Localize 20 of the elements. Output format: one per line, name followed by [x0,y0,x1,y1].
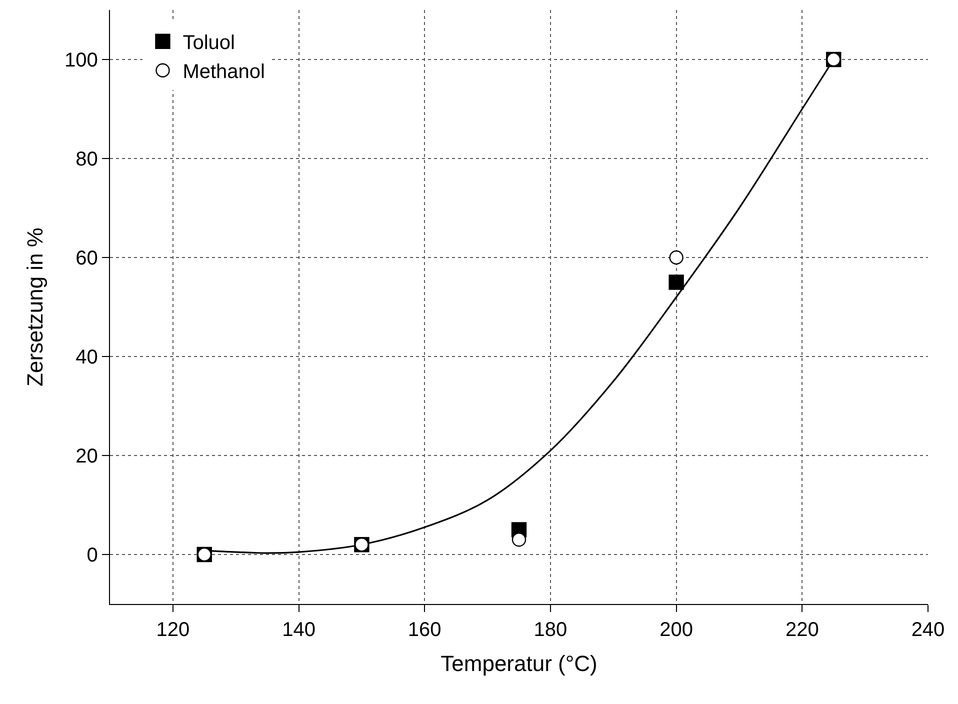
x-tick-label: 120 [156,619,190,642]
x-tick-label: 220 [785,619,819,642]
y-tick-label: 0 [86,544,98,566]
y-axis-title: Zersetzung in % [22,228,48,386]
point [669,250,684,265]
x-axis-title: Temperatur (°C) [440,651,598,676]
y-tick-label: 40 [76,346,98,368]
y-tick-label: 100 [64,50,98,72]
y-tick-label: 60 [76,248,98,270]
x-tick-label: 180 [534,619,568,642]
x-tick-label: 240 [911,619,945,642]
point [512,532,526,547]
point [668,274,684,290]
x-tick-label: 200 [660,619,693,642]
x-tick-label: 160 [408,619,442,642]
x-tick-label: 140 [282,619,316,642]
legend-label: Methanol [182,61,265,84]
legend-label: Toluol [182,32,235,54]
y-tick-label: 80 [76,148,98,170]
y-tick-label: 20 [76,446,98,468]
